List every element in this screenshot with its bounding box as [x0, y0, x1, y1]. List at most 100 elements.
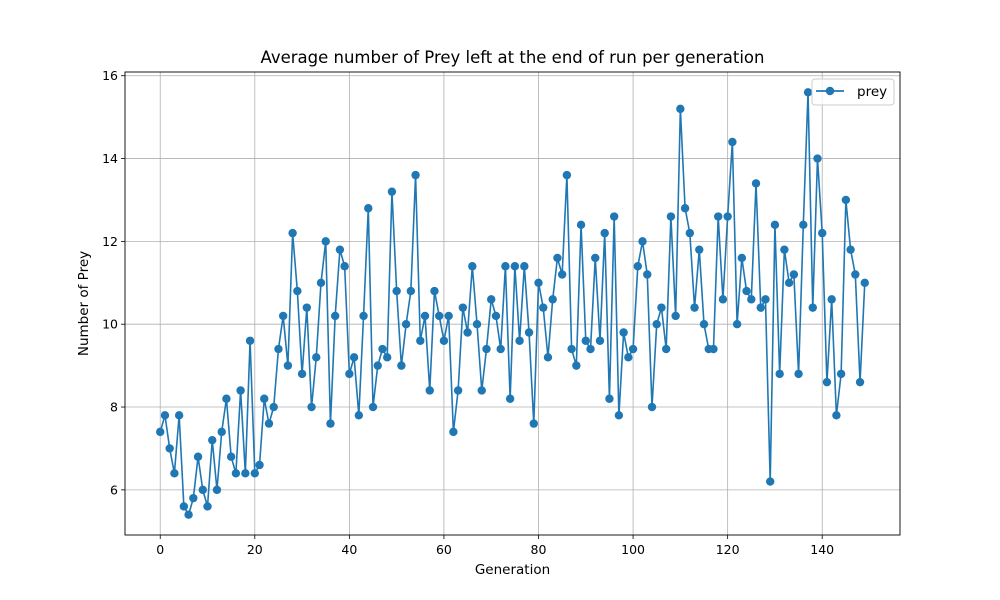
data-point — [420, 311, 430, 321]
data-point — [274, 344, 283, 354]
data-point — [860, 278, 869, 287]
x-tick-label: 100 — [621, 542, 645, 557]
data-point — [364, 204, 373, 213]
data-point — [628, 344, 638, 354]
legend-box — [811, 78, 895, 106]
data-point — [515, 336, 524, 345]
data-point — [652, 320, 661, 329]
data-point — [751, 179, 761, 188]
data-point — [851, 270, 860, 279]
data-point — [170, 469, 179, 478]
data-point — [586, 344, 595, 354]
x-tick-label: 120 — [716, 542, 740, 557]
x-tick-label: 0 — [156, 542, 164, 557]
data-point — [510, 262, 520, 271]
data-point — [354, 411, 364, 420]
data-point — [463, 328, 472, 337]
data-point — [156, 427, 165, 437]
data-point — [468, 262, 477, 271]
data-point — [359, 311, 368, 321]
data-point — [732, 320, 742, 329]
x-axis-label: Generation — [475, 562, 550, 578]
data-point — [330, 311, 340, 321]
data-point — [600, 228, 609, 238]
data-point — [548, 295, 557, 304]
data-point — [231, 469, 241, 478]
data-point — [766, 477, 775, 486]
data-point — [368, 402, 378, 412]
data-point — [297, 369, 307, 379]
data-point — [189, 493, 198, 503]
data-point — [685, 228, 695, 238]
data-point — [491, 311, 501, 321]
data-point — [293, 286, 302, 296]
data-point — [406, 286, 416, 296]
data-point — [373, 361, 382, 370]
data-point — [217, 427, 226, 437]
data-point — [794, 369, 803, 379]
data-point — [761, 295, 770, 304]
data-point — [401, 320, 411, 329]
legend-label: prey — [857, 84, 887, 100]
data-point — [666, 212, 676, 221]
data-point — [165, 444, 174, 453]
data-point — [780, 245, 789, 254]
data-point — [813, 154, 822, 163]
data-point — [605, 394, 614, 403]
data-point — [657, 303, 666, 312]
data-point — [695, 245, 704, 254]
data-point — [770, 220, 780, 230]
data-point — [638, 237, 647, 246]
data-point — [378, 344, 387, 354]
data-point — [846, 245, 855, 254]
data-point — [609, 212, 619, 221]
data-point — [808, 303, 817, 312]
data-point — [255, 460, 264, 470]
data-point — [283, 361, 293, 370]
data-point — [416, 336, 425, 345]
x-tick-label: 60 — [436, 542, 452, 557]
data-point — [212, 485, 222, 495]
data-point — [321, 237, 330, 246]
data-point — [435, 311, 444, 321]
data-point — [501, 262, 510, 271]
data-point — [340, 262, 349, 271]
data-point — [269, 402, 278, 412]
data-point — [236, 386, 245, 395]
data-point — [335, 245, 345, 254]
data-point — [326, 419, 335, 428]
data-point — [174, 411, 184, 420]
y-tick-label: 14 — [102, 151, 118, 166]
data-point — [307, 402, 316, 412]
data-point — [534, 278, 543, 287]
data-point — [818, 228, 827, 238]
data-point — [723, 212, 732, 221]
data-point — [387, 187, 397, 196]
data-point — [822, 377, 832, 387]
data-point — [737, 253, 747, 263]
data-point — [832, 411, 841, 420]
data-point — [411, 170, 420, 180]
data-point — [784, 278, 794, 287]
y-tick-label: 8 — [110, 400, 118, 415]
chart-title: Average number of Prey left at the end o… — [261, 48, 765, 67]
data-point — [382, 353, 392, 362]
data-point — [543, 353, 553, 362]
data-point — [647, 402, 657, 412]
data-point — [747, 295, 756, 304]
data-point — [775, 369, 784, 379]
y-tick-label: 12 — [102, 234, 118, 249]
data-point — [661, 344, 671, 354]
data-point — [624, 353, 633, 362]
data-point — [633, 262, 643, 271]
data-point — [430, 286, 439, 296]
data-point — [444, 311, 453, 321]
data-point — [841, 195, 851, 205]
data-point — [713, 212, 723, 221]
y-tick-label: 10 — [102, 317, 118, 332]
data-point — [789, 270, 799, 279]
data-point — [496, 344, 505, 354]
data-point — [198, 485, 207, 495]
data-point — [345, 369, 354, 379]
x-tick-label: 40 — [341, 542, 357, 557]
